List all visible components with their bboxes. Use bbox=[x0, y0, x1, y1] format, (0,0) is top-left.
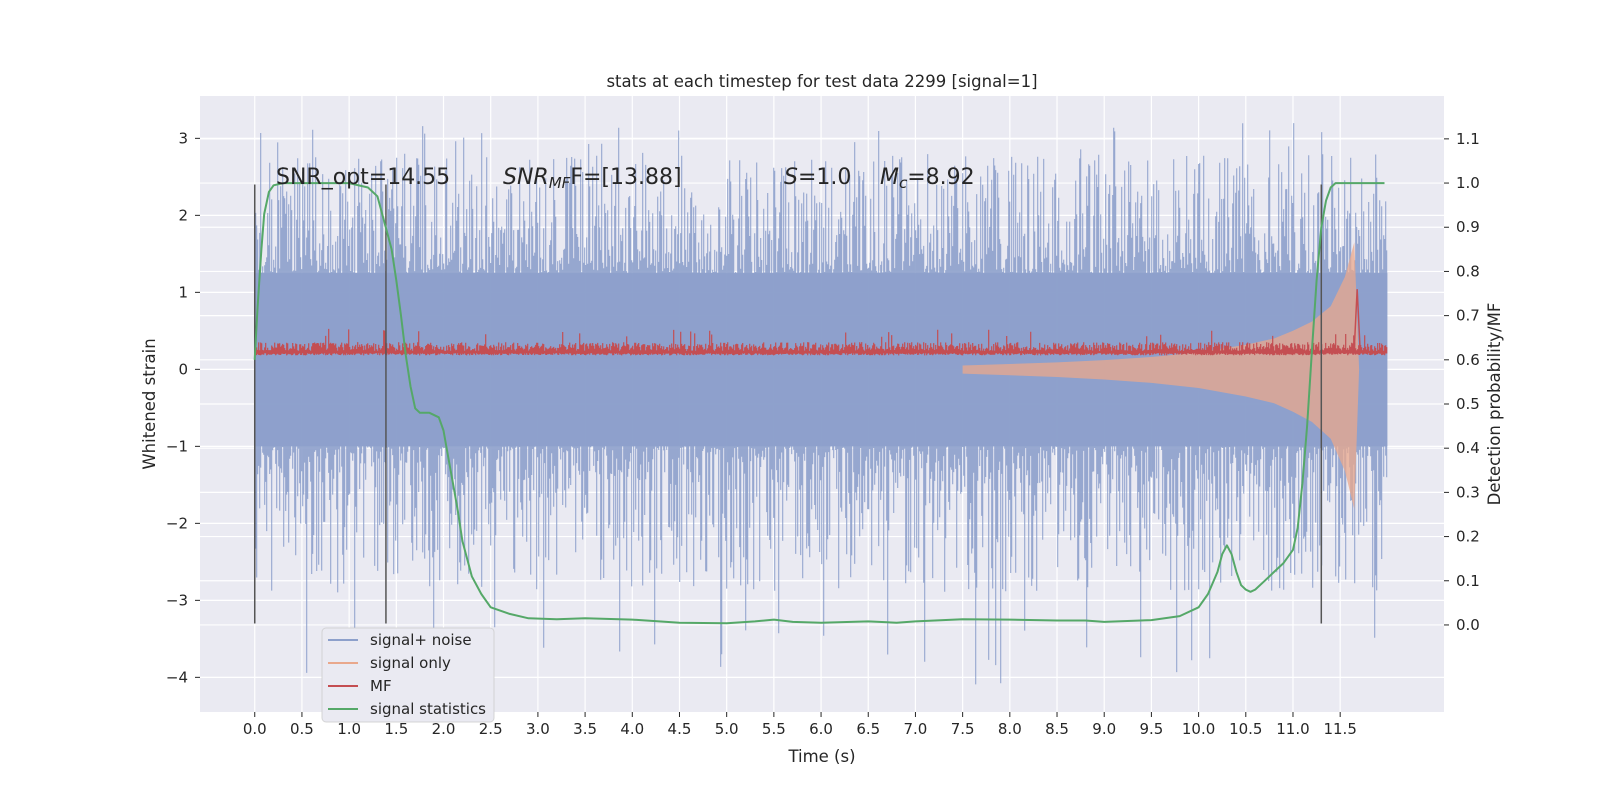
legend-label-signal-noise: signal+ noise bbox=[370, 631, 472, 649]
y-right-axis-label: Detection probability/MF bbox=[1485, 303, 1504, 506]
x-tick-label: 8.5 bbox=[1045, 720, 1069, 738]
legend-box bbox=[321, 627, 495, 723]
y-right-tick-label: 0.5 bbox=[1456, 395, 1480, 413]
x-tick-label: 0.0 bbox=[243, 720, 267, 738]
x-tick-label: 2.5 bbox=[479, 720, 503, 738]
x-tick-label: 9.5 bbox=[1139, 720, 1163, 738]
annotation-snr-opt: SNR_opt=14.55 bbox=[276, 165, 450, 190]
legend-label-mf: MF bbox=[370, 677, 392, 695]
x-tick-label: 6.0 bbox=[809, 720, 833, 738]
legend-label-signal-only: signal only bbox=[370, 654, 451, 672]
x-tick-label: 7.5 bbox=[951, 720, 975, 738]
y-right-tick-label: 0.7 bbox=[1456, 307, 1480, 325]
y-tick-label: 0 bbox=[178, 360, 188, 378]
x-tick-label: 3.5 bbox=[573, 720, 597, 738]
y-tick-label: 2 bbox=[178, 206, 188, 224]
annotation-mc-label: M bbox=[880, 165, 899, 190]
annotation-snr-mf-rest: F=[13.88] bbox=[570, 165, 681, 190]
x-tick-label: 4.5 bbox=[668, 720, 692, 738]
y-right-tick-label: 1.1 bbox=[1456, 130, 1480, 148]
vertical-markers bbox=[253, 184, 1323, 624]
annotation-mc: Mc=8.92 bbox=[880, 165, 975, 192]
y-right-tick-label: 0.3 bbox=[1456, 483, 1480, 501]
signal-only-envelope bbox=[962, 242, 1360, 510]
x-tick-label: 0.5 bbox=[290, 720, 314, 738]
y-right-tick-label: 0.4 bbox=[1456, 439, 1480, 457]
annotation-s-value: =1.0 bbox=[798, 165, 851, 190]
x-tick-label: 6.5 bbox=[856, 720, 880, 738]
signal-statistics-line bbox=[253, 182, 1385, 625]
series-signal-only bbox=[962, 242, 1360, 510]
y-right-tick-label: 0.2 bbox=[1456, 528, 1480, 546]
y-tick-label: 3 bbox=[178, 129, 188, 147]
x-tick-label: 5.0 bbox=[715, 720, 739, 738]
annotation-s: S=1.0 bbox=[784, 165, 851, 190]
tick-labels: 0.0 0.5 1.0 1.5 2.0 2.5 3.0 3.5 4.0 4.5 5.0 5.5 6.0 6… bbox=[166, 129, 1480, 738]
series-signal-statistics bbox=[253, 182, 1385, 625]
chart-title: stats at each timestep for test data 229… bbox=[606, 72, 1037, 91]
annotation-snr-mf: SNRMFF=[13.88] bbox=[503, 165, 682, 192]
legend-label-signal-statistics: signal statistics bbox=[370, 700, 486, 718]
x-tick-label: 3.0 bbox=[526, 720, 550, 738]
annotations: SNR_opt=14.55 SNRMFF=[13.88] S=1.0 Mc=8.… bbox=[276, 165, 975, 192]
y-axis-label: Whitened strain bbox=[140, 338, 159, 469]
x-tick-label: 7.0 bbox=[904, 720, 928, 738]
legend: signal+ noise signal only MF signal stat… bbox=[321, 627, 495, 723]
y-tick-label: −1 bbox=[166, 437, 188, 455]
y-right-tick-label: 0.6 bbox=[1456, 351, 1480, 369]
x-tick-label: 9.0 bbox=[1092, 720, 1116, 738]
y-tick-label: −3 bbox=[166, 591, 188, 609]
y-tick-label: 1 bbox=[178, 283, 188, 301]
y-right-tick-label: 0.1 bbox=[1456, 572, 1480, 590]
x-tick-label: 8.0 bbox=[998, 720, 1022, 738]
annotation-mc-sub: c bbox=[899, 174, 908, 192]
y-tick-label: −2 bbox=[166, 514, 188, 532]
x-tick-label: 2.0 bbox=[432, 720, 456, 738]
y-right-tick-label: 1.0 bbox=[1456, 174, 1480, 192]
annotation-snr-mf-main: SNR bbox=[503, 165, 549, 190]
y-right-tick-label: 0.0 bbox=[1456, 616, 1480, 634]
y-right-tick-label: 0.8 bbox=[1456, 262, 1480, 280]
x-tick-label: 10.0 bbox=[1182, 720, 1215, 738]
x-tick-label: 1.5 bbox=[384, 720, 408, 738]
x-tick-label: 1.0 bbox=[337, 720, 361, 738]
x-axis-label: Time (s) bbox=[787, 747, 855, 766]
annotation-mc-value: =8.92 bbox=[907, 165, 974, 190]
x-tick-label: 11.0 bbox=[1276, 720, 1309, 738]
mf-peak bbox=[1353, 289, 1361, 352]
x-tick-label: 10.5 bbox=[1229, 720, 1262, 738]
annotation-snr-mf-sub: MF bbox=[549, 174, 571, 192]
y-tick-label: −4 bbox=[166, 668, 188, 686]
x-tick-label: 5.5 bbox=[762, 720, 786, 738]
x-tick-label: 4.0 bbox=[620, 720, 644, 738]
y-right-tick-label: 0.9 bbox=[1456, 218, 1480, 236]
x-tick-label: 11.5 bbox=[1323, 720, 1356, 738]
annotation-s-label: S bbox=[784, 165, 798, 190]
